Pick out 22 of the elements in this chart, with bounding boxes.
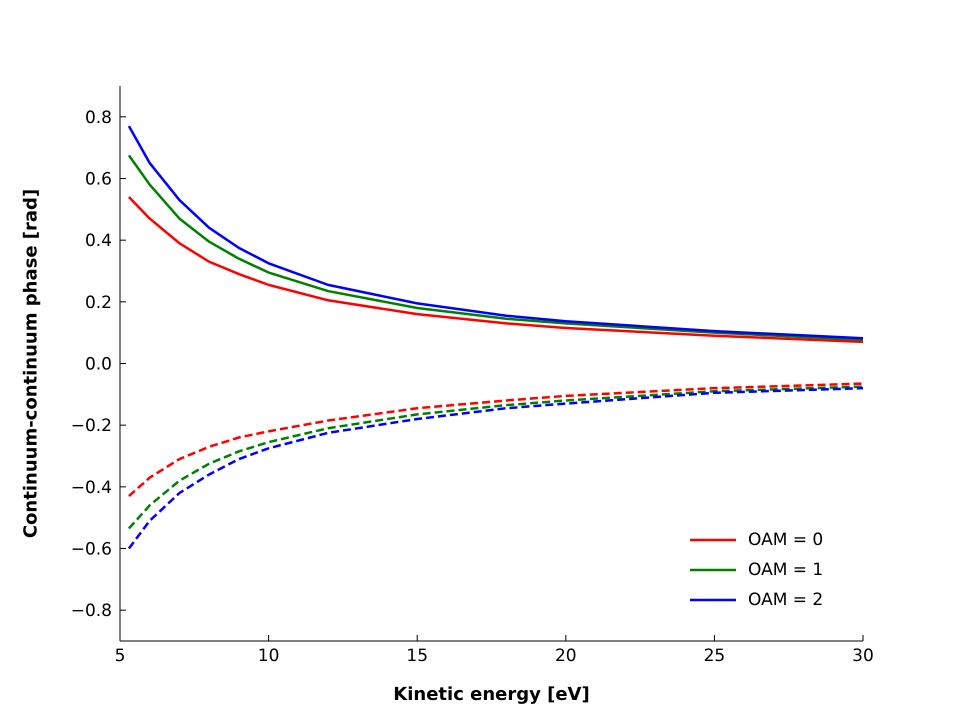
x-tick-label: 5 [114,646,126,666]
x-tick-label: 10 [258,646,280,666]
line-series [128,196,863,344]
x-tick-label: 30 [852,646,874,666]
legend-label: OAM = 2 [748,589,824,612]
y-tick-label: −0.2 [70,416,112,436]
y-tick-label: 0.2 [84,292,112,313]
y-tick-label: 0.8 [84,108,112,128]
y-axis-title: Continuum-continuum phase [rad] [20,188,42,538]
legend-label: OAM = 1 [748,559,824,582]
y-tick-label: −0.6 [70,540,112,560]
y-tick-label: 0.6 [84,170,112,190]
y-tick-label: −0.4 [70,478,112,498]
y-tick-label: −0.8 [70,601,112,622]
y-tick-label: 0.0 [84,354,112,375]
line-series [128,382,863,498]
x-tick-label: 25 [704,646,726,666]
x-axis-title: Kinetic energy [eV] [393,684,590,705]
y-tick-label: 0.4 [84,231,112,252]
x-tick-label: 20 [554,646,577,666]
legend-label: OAM = 0 [748,529,824,552]
x-tick-label: 15 [406,646,428,666]
